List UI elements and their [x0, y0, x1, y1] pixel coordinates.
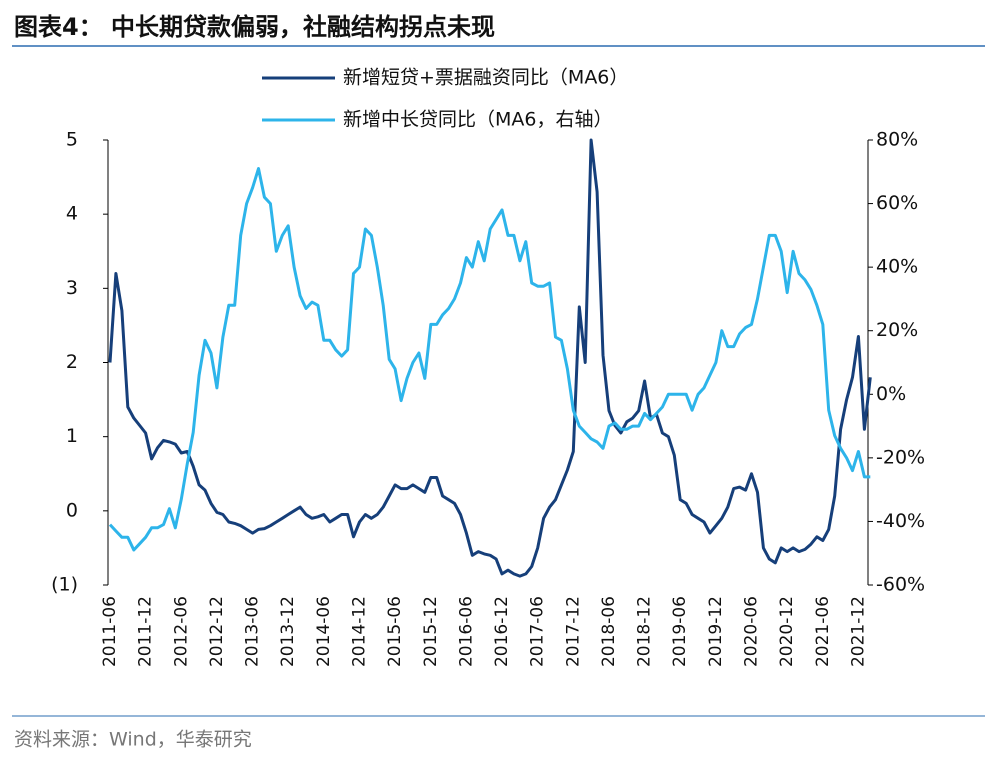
y-tick-label: 2 — [66, 351, 78, 373]
x-tick-label: 2018-12 — [635, 596, 655, 667]
x-tick-label: 2016-12 — [492, 596, 512, 667]
y2-tick-label: -40% — [876, 510, 925, 532]
x-tick-label: 2014-12 — [349, 596, 369, 667]
y2-tick-label: 40% — [876, 256, 918, 278]
x-tick-label: 2017-12 — [563, 596, 583, 667]
x-tick-label: 2019-06 — [670, 596, 690, 667]
y-tick-label: 0 — [66, 499, 78, 521]
chart-title: 图表4： 中长期贷款偏弱，社融结构拐点未现 — [14, 13, 495, 41]
x-tick-label: 2015-06 — [385, 596, 405, 667]
x-tick-label: 2017-06 — [528, 596, 548, 667]
y2-tick-label: 20% — [876, 319, 918, 341]
x-tick-label: 2015-12 — [421, 596, 441, 667]
y-tick-label: 4 — [66, 203, 78, 225]
source: 资料来源：Wind，华泰研究 — [14, 729, 252, 751]
x-tick-label: 2011-06 — [100, 596, 120, 667]
y-tick-label: 1 — [66, 425, 78, 447]
y2-tick-label: 80% — [876, 129, 918, 151]
y2-tick-label: -20% — [876, 446, 925, 468]
x-tick-label: 2012-06 — [171, 596, 191, 667]
series-line — [108, 167, 871, 552]
x-tick-label: 2012-12 — [207, 596, 227, 667]
x-tick-label: 2014-06 — [314, 596, 334, 667]
x-tick-label: 2021-06 — [813, 596, 833, 667]
legend-label: 新增中长贷同比（MA6，右轴） — [343, 109, 612, 131]
y2-tick-label: 0% — [876, 383, 906, 405]
x-tick-label: 2013-12 — [278, 596, 298, 667]
x-tick-label: 2013-06 — [243, 596, 263, 667]
x-tick-label: 2011-12 — [136, 596, 156, 667]
series-line — [108, 138, 872, 578]
x-tick-label: 2020-12 — [777, 596, 797, 667]
x-tick-label: 2020-06 — [742, 596, 762, 667]
y-tick-label: 5 — [66, 129, 78, 151]
x-tick-label: 2016-06 — [456, 596, 476, 667]
y-tick-label: 3 — [66, 277, 78, 299]
y2-tick-label: 60% — [876, 192, 918, 214]
legend-label: 新增短贷+票据融资同比（MA6） — [343, 67, 628, 89]
y-tick-label: (1) — [51, 574, 78, 596]
x-tick-label: 2019-12 — [706, 596, 726, 667]
y2-tick-label: -60% — [876, 574, 925, 596]
x-tick-label: 2018-06 — [599, 596, 619, 667]
x-tick-label: 2021-12 — [848, 596, 868, 667]
